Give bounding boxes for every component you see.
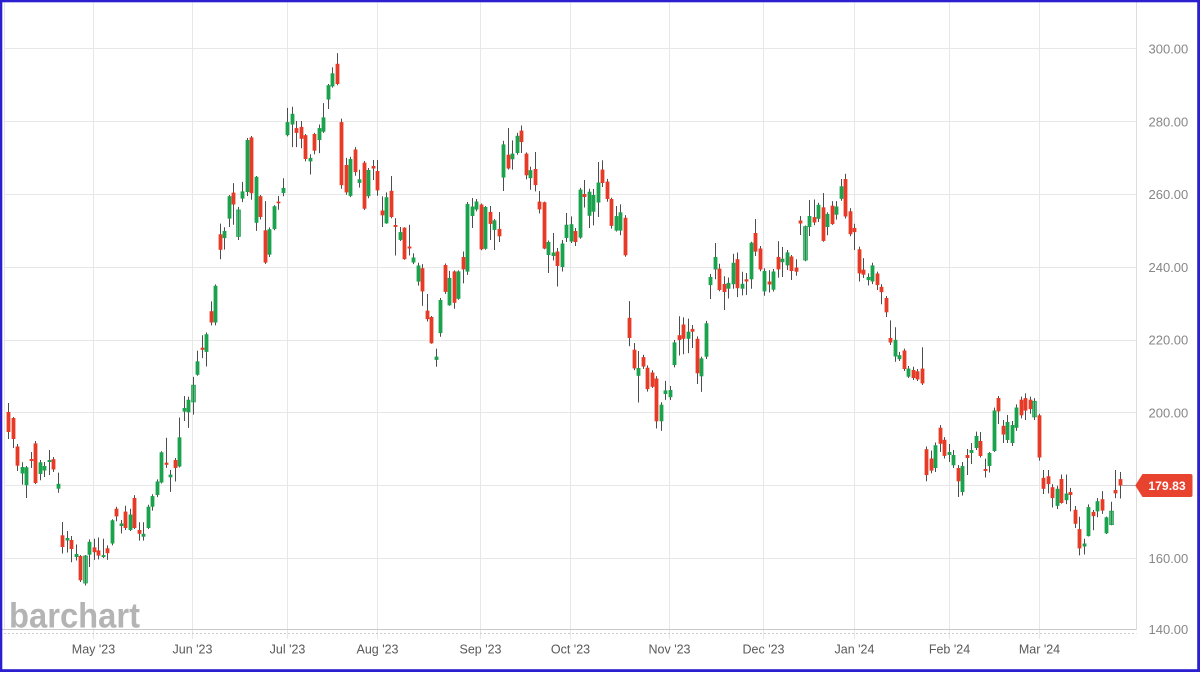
svg-text:Feb '24: Feb '24 (929, 643, 970, 657)
svg-text:300.00: 300.00 (1149, 42, 1189, 57)
svg-text:Jul '23: Jul '23 (270, 643, 306, 657)
svg-text:Jan '24: Jan '24 (835, 643, 875, 657)
svg-text:260.00: 260.00 (1149, 187, 1189, 202)
svg-text:160.00: 160.00 (1149, 551, 1189, 566)
svg-text:May '23: May '23 (72, 643, 115, 657)
svg-text:Oct '23: Oct '23 (551, 643, 590, 657)
svg-text:Aug '23: Aug '23 (356, 643, 398, 657)
svg-text:Dec '23: Dec '23 (743, 643, 785, 657)
svg-text:220.00: 220.00 (1149, 333, 1189, 348)
svg-text:barchart: barchart (9, 597, 140, 636)
svg-text:179.83: 179.83 (1148, 479, 1185, 493)
svg-text:200.00: 200.00 (1149, 406, 1189, 421)
svg-text:Sep '23: Sep '23 (459, 643, 501, 657)
svg-text:140.00: 140.00 (1149, 622, 1189, 637)
svg-text:Jun '23: Jun '23 (173, 643, 213, 657)
svg-text:280.00: 280.00 (1149, 114, 1189, 129)
svg-text:240.00: 240.00 (1149, 260, 1189, 275)
svg-text:Nov '23: Nov '23 (649, 643, 691, 657)
svg-text:Mar '24: Mar '24 (1019, 643, 1060, 657)
